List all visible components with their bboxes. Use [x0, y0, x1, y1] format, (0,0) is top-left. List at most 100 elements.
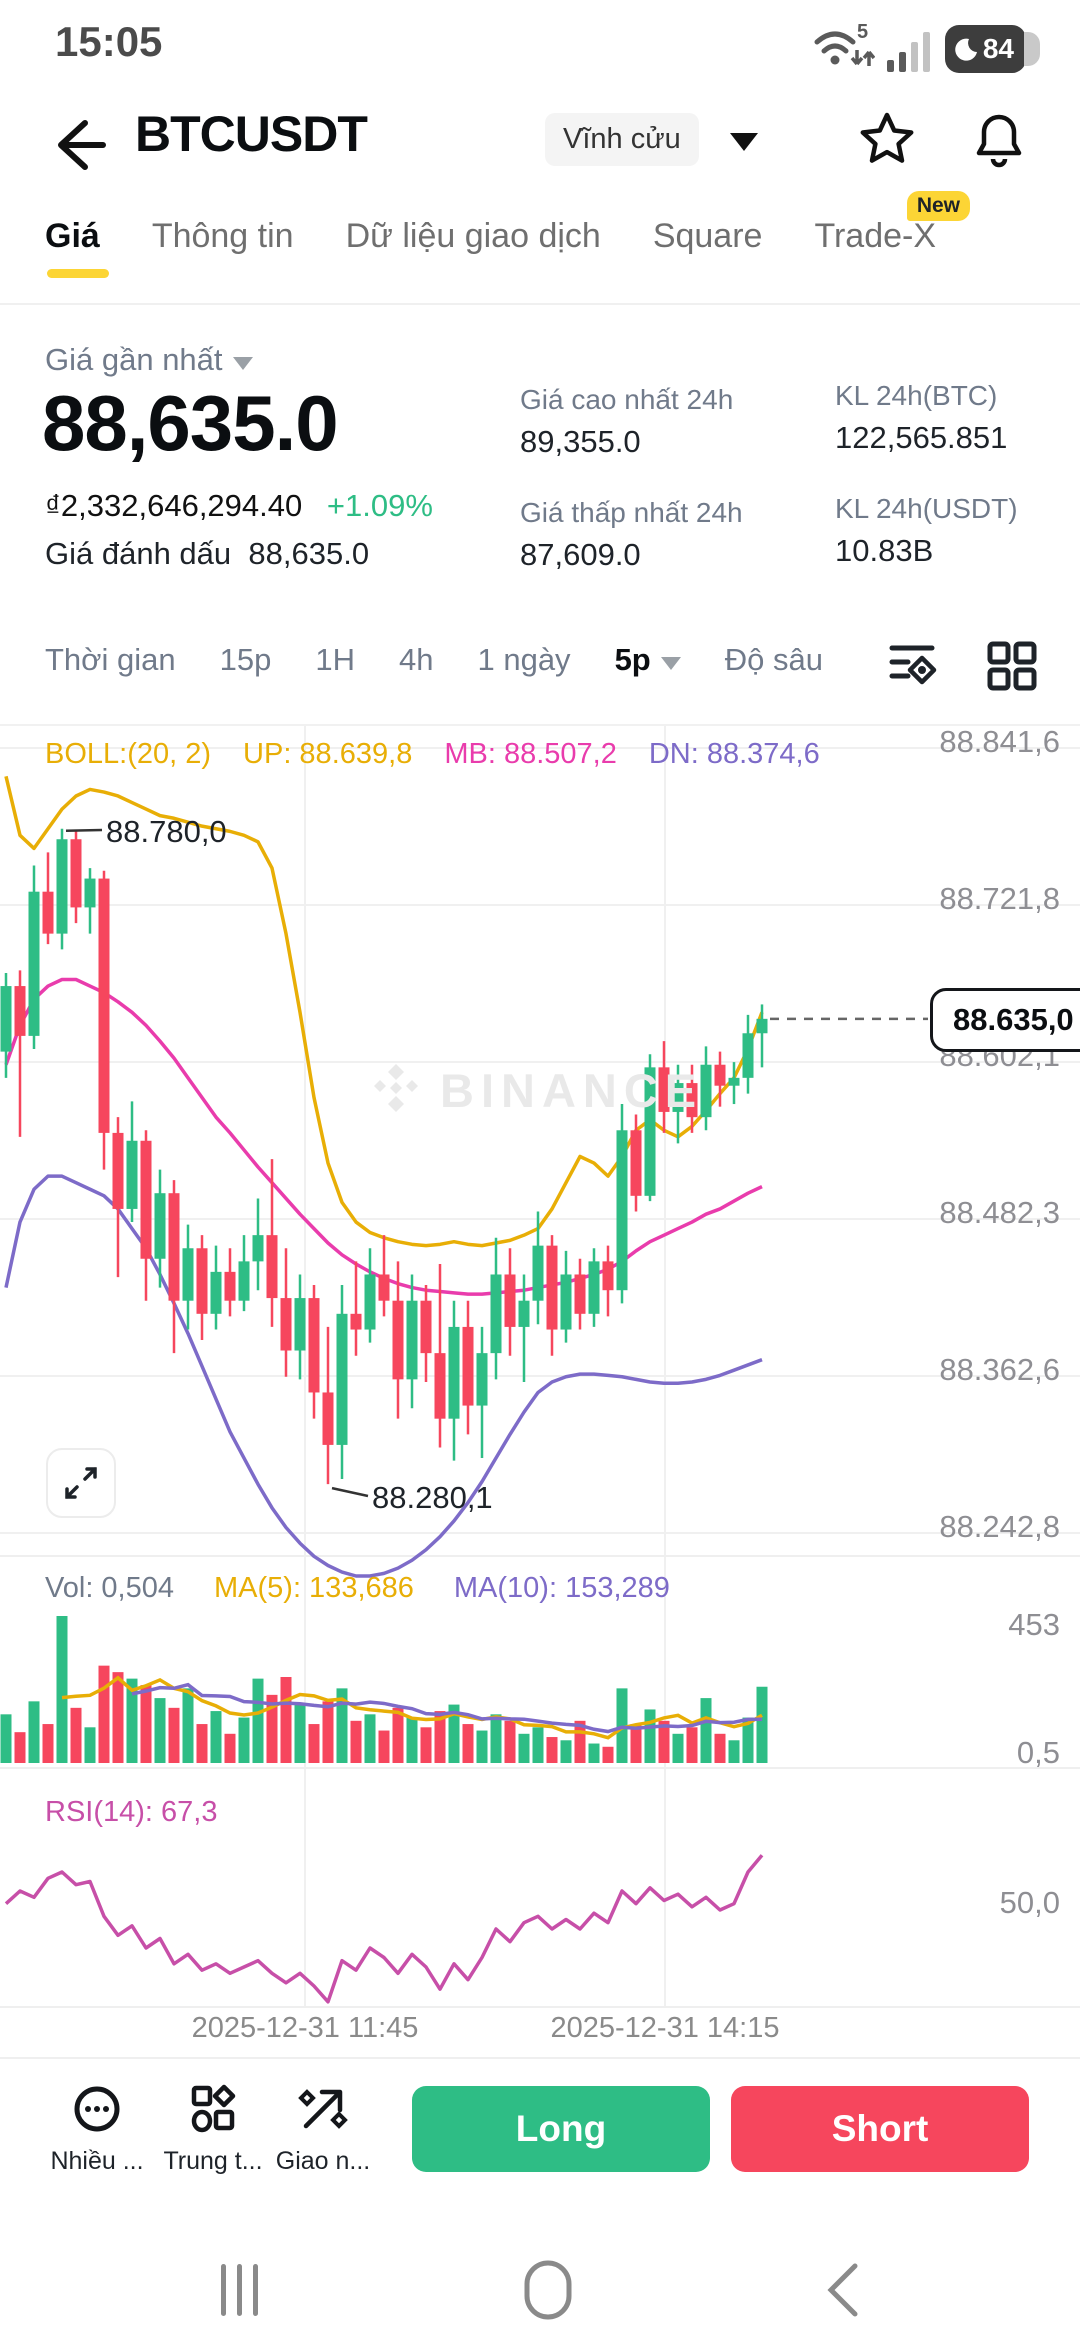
interval-1-ngày[interactable]: 1 ngày	[477, 642, 571, 677]
layout-grid-icon[interactable]	[986, 640, 1038, 692]
candle-body	[518, 1300, 530, 1327]
rsi-line	[4, 1854, 764, 2004]
interval-15p[interactable]: 15p	[219, 642, 272, 677]
candle-body	[756, 1018, 768, 1034]
candle-body	[350, 1313, 362, 1330]
fullscreen-button[interactable]	[46, 1448, 116, 1518]
spot-transfer-button[interactable]: Giao n...	[268, 2082, 378, 2176]
volume-bar	[280, 1677, 292, 1763]
candle-body	[42, 891, 54, 934]
volume-bar	[546, 1737, 558, 1763]
tab-th-ng-tin[interactable]: Thông tin	[151, 217, 294, 255]
price-axis-label: 88.841,6	[939, 724, 1060, 759]
volume-bar	[140, 1685, 152, 1763]
volume-bar	[448, 1704, 460, 1763]
volume-bar	[630, 1724, 642, 1763]
candle-body	[196, 1248, 208, 1314]
volume-legend: Vol: 0,504 MA(5): 133,686 MA(10): 153,28…	[45, 1572, 670, 1605]
volume-bar	[196, 1724, 208, 1763]
volume-bar	[728, 1740, 740, 1763]
candle-body	[28, 891, 40, 1036]
volume-bar	[294, 1704, 306, 1763]
candle-body	[224, 1271, 236, 1301]
volume-bar	[238, 1717, 250, 1763]
more-tools-button[interactable]: Nhiều ...	[42, 2082, 152, 2176]
candle-body	[56, 839, 68, 934]
candle-body	[630, 1130, 642, 1196]
volume-bar	[308, 1724, 320, 1763]
volume-bar	[574, 1720, 586, 1763]
tab-trade-x[interactable]: Trade-X New	[814, 191, 971, 278]
volume-bar	[126, 1678, 138, 1763]
candle-body	[742, 1033, 754, 1078]
high-24h: Giá cao nhất 24h 89,355.0	[520, 384, 734, 459]
battery-icon: 84	[944, 25, 1040, 73]
interval-4h[interactable]: 4h	[399, 642, 434, 677]
interval-selected[interactable]: 5p	[615, 642, 681, 678]
bell-icon[interactable]	[968, 109, 1030, 171]
candle-body	[210, 1271, 222, 1314]
indicator-settings-icon[interactable]	[886, 640, 938, 692]
system-nav-bar	[0, 2240, 1080, 2340]
fiat-value: ₫2,332,646,294.40	[45, 488, 303, 523]
candle-body	[84, 878, 96, 908]
home-icon[interactable]	[521, 2258, 575, 2322]
contract-type-chip[interactable]: Vĩnh cửu	[545, 113, 699, 166]
candle-body	[448, 1326, 460, 1419]
boll-up-value: UP: 88.639,8	[243, 738, 413, 770]
arrow-swap-icon	[298, 2089, 348, 2129]
volume-bar	[504, 1720, 516, 1763]
candle-body	[476, 1353, 488, 1406]
volume-bar	[644, 1709, 656, 1763]
svg-text:5: 5	[857, 21, 868, 43]
tab-square[interactable]: Square	[652, 217, 763, 255]
candle-body	[616, 1130, 628, 1291]
volume-bar	[434, 1711, 446, 1763]
candle-body	[70, 839, 82, 908]
candle-body	[140, 1140, 152, 1259]
volume-bar	[616, 1688, 628, 1763]
volume-bar	[672, 1733, 684, 1763]
short-button[interactable]: Short	[731, 2086, 1029, 2172]
volume-bar	[700, 1698, 712, 1763]
long-button[interactable]: Long	[412, 2086, 710, 2172]
favorite-star-icon[interactable]	[856, 109, 918, 171]
candle-body	[714, 1064, 726, 1086]
chevron-down-icon[interactable]	[730, 133, 758, 151]
boll-mb-value: MB: 88.507,2	[444, 738, 617, 770]
volume-value: Vol: 0,504	[45, 1572, 174, 1604]
volume-bar	[28, 1701, 40, 1763]
volume-bar	[658, 1720, 670, 1763]
candle-body	[420, 1300, 432, 1354]
new-badge: New	[906, 191, 971, 221]
candle-body	[546, 1245, 558, 1330]
last-price-selector[interactable]: Giá gần nhất	[45, 342, 253, 378]
volume-bar	[714, 1733, 726, 1763]
volume-bar	[224, 1733, 236, 1763]
recents-icon[interactable]	[215, 2258, 275, 2322]
low-marker-line	[331, 1486, 369, 1498]
candle-body	[462, 1326, 474, 1406]
price-axis-label: 88.242,8	[939, 1509, 1060, 1544]
back-icon[interactable]	[45, 113, 109, 177]
price-axis-label: 88.362,6	[939, 1352, 1060, 1387]
volume-ma10: MA(10): 153,289	[453, 1572, 670, 1604]
volume-bar	[756, 1686, 768, 1763]
candle-body	[126, 1140, 138, 1209]
battery-level: 84	[982, 33, 1014, 64]
tab-gi-[interactable]: Giá	[45, 217, 109, 278]
interval-1h[interactable]: 1H	[315, 642, 355, 677]
volume-bar	[350, 1720, 362, 1763]
x-axis-label: 2025-12-31 11:45	[191, 2012, 419, 2044]
volume-bar	[168, 1707, 180, 1763]
volume-bar	[406, 1717, 418, 1763]
depth-tab[interactable]: Độ sâu	[724, 642, 823, 677]
candle-body	[728, 1077, 740, 1086]
volume-axis-max: 453	[1008, 1607, 1060, 1642]
trading-hub-button[interactable]: Trung t...	[158, 2082, 268, 2176]
mark-price-row: Giá đánh dấu 88,635.0	[45, 536, 370, 571]
candle-body	[182, 1248, 194, 1301]
tab-d-li-u-giao-d-ch[interactable]: Dữ liệu giao dịch	[345, 217, 601, 255]
back-nav-icon[interactable]	[821, 2258, 865, 2322]
